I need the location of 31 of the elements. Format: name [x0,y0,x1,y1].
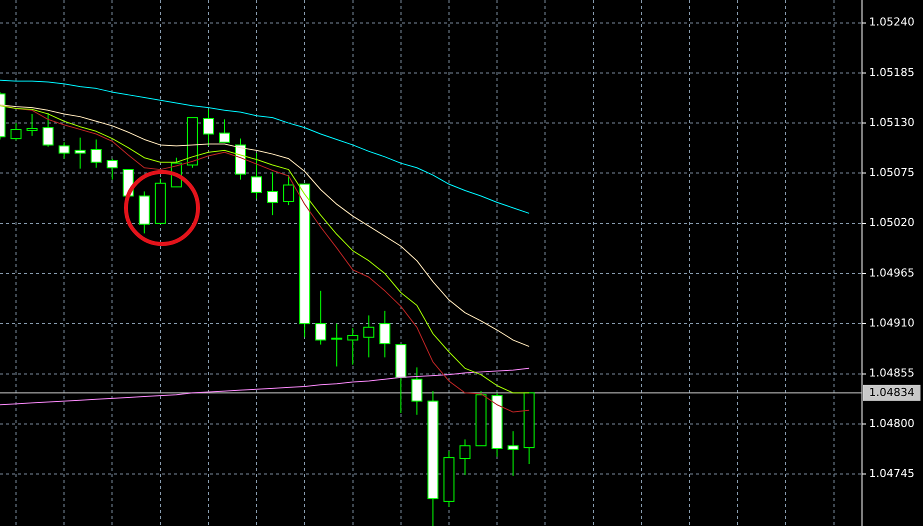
candlestick [58,142,70,160]
y-tick-label: 1.04745 [869,466,914,480]
candlestick [379,310,390,358]
y-tick-label: 1.04800 [869,416,914,430]
y-tick-label: 1.05020 [869,216,914,230]
candlestick [10,122,22,141]
candlestick [251,152,262,200]
candlestick [106,158,118,180]
candlestick [411,366,422,416]
candlestick [283,174,294,206]
candlestick [90,138,102,168]
candlestick [459,438,470,476]
candlestick [315,290,326,346]
y-tick-label: 1.05240 [869,16,914,29]
candlestick [74,137,86,170]
ref-line-label: 1.04834 [869,386,914,399]
y-tick-label: 1.04855 [869,366,914,380]
y-tick-label: 1.04910 [869,316,914,330]
candlestick [267,172,278,216]
y-tick-label: 1.05075 [869,166,914,180]
candlestick [202,108,214,146]
candlestick [42,112,54,148]
y-tick-label: 1.05130 [869,116,914,129]
y-tick-label: 1.05185 [869,66,914,79]
candlestick [218,118,230,143]
candlestick [363,314,374,358]
candlestick [347,328,358,366]
candlestick [508,430,519,476]
y-tick-label: 1.04965 [869,266,914,280]
candlestick [26,113,38,136]
candlestick [331,323,342,367]
